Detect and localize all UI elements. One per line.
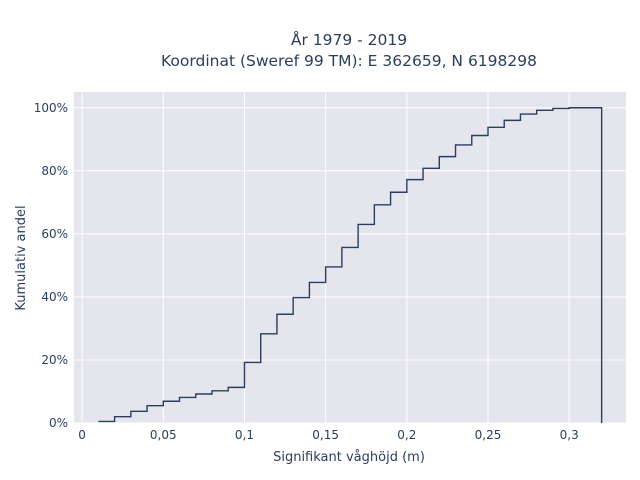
y-tick-label: 100% (34, 101, 68, 115)
y-axis-title: Kumulativ andel (14, 205, 29, 310)
x-tick-label: 0,2 (397, 428, 416, 442)
x-tick-label: 0,05 (150, 428, 177, 442)
y-tick-label: 20% (41, 353, 68, 367)
y-tick-label: 80% (41, 164, 68, 178)
chart-title: År 1979 - 2019 (291, 30, 407, 49)
y-tick-label: 60% (41, 227, 68, 241)
x-tick-labels: 0 0,05 0,1 0,15 0,2 0,25 0,3 (78, 428, 578, 442)
y-tick-label: 40% (41, 290, 68, 304)
x-tick-label: 0,1 (235, 428, 254, 442)
x-tick-label: 0,15 (312, 428, 339, 442)
y-tick-labels: 0% 20% 40% 60% 80% 100% (34, 101, 68, 430)
plot-background (74, 92, 626, 423)
chart-subtitle: Koordinat (Sweref 99 TM): E 362659, N 61… (161, 52, 537, 70)
x-tick-label: 0,25 (475, 428, 502, 442)
y-tick-label: 0% (49, 416, 68, 430)
cumulative-step-line (98, 107, 603, 423)
x-axis-title: Signifikant våghöjd (m) (273, 450, 425, 465)
gridlines (74, 92, 626, 424)
x-tick-label: 0 (78, 428, 86, 442)
x-tick-label: 0,3 (560, 428, 579, 442)
